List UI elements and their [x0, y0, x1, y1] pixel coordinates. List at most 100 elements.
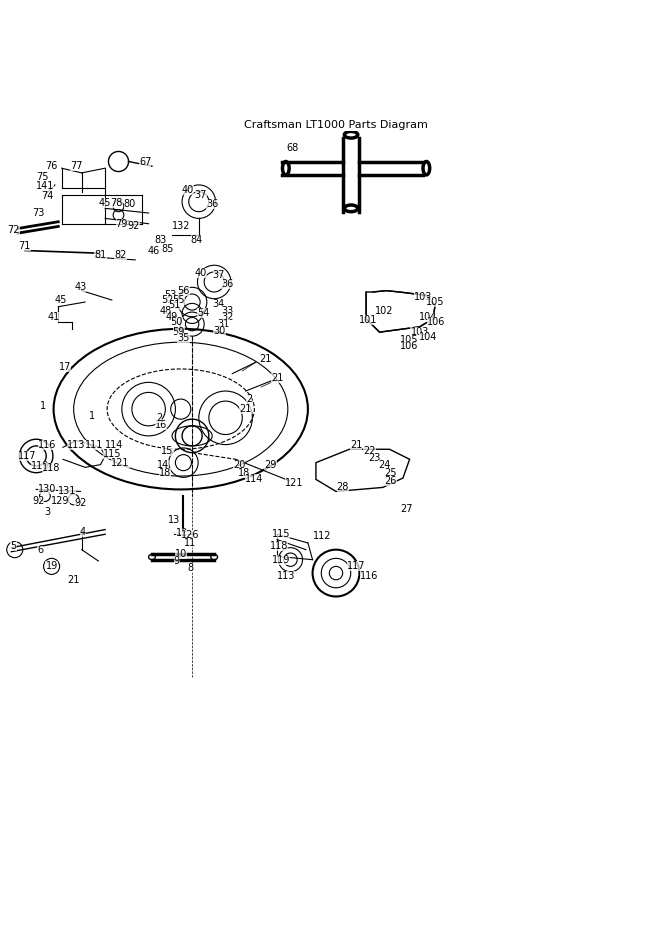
Text: 4: 4: [80, 527, 86, 537]
Text: 114: 114: [105, 440, 123, 449]
Text: 67: 67: [139, 157, 151, 167]
Text: 76: 76: [46, 161, 58, 171]
Text: 14: 14: [157, 459, 169, 470]
Text: 54: 54: [198, 308, 210, 319]
Text: 48: 48: [159, 306, 171, 316]
Text: 28: 28: [337, 483, 349, 492]
Text: 40: 40: [181, 185, 194, 196]
Text: 34: 34: [213, 299, 225, 309]
Text: 83: 83: [155, 235, 167, 245]
Polygon shape: [316, 449, 410, 491]
Text: 50: 50: [171, 317, 183, 327]
Text: 80: 80: [124, 199, 136, 209]
Text: 29: 29: [264, 459, 277, 470]
Text: 105: 105: [426, 297, 444, 307]
Text: 36: 36: [222, 279, 234, 289]
Text: 103: 103: [411, 327, 429, 337]
Text: 13: 13: [168, 514, 180, 525]
Text: 25: 25: [384, 468, 397, 478]
Text: 21: 21: [67, 575, 80, 584]
Text: 17: 17: [58, 362, 71, 372]
Text: 103: 103: [414, 293, 432, 302]
Text: 117: 117: [17, 451, 36, 461]
Text: 9: 9: [173, 556, 180, 566]
Text: 81: 81: [94, 250, 107, 260]
Text: 46: 46: [148, 245, 160, 255]
Text: 77: 77: [70, 161, 83, 171]
Text: 113: 113: [277, 571, 295, 582]
Text: 20: 20: [233, 459, 245, 470]
Text: 74: 74: [41, 191, 53, 200]
Text: 92: 92: [74, 498, 87, 508]
Text: 141: 141: [36, 181, 54, 191]
Text: 113: 113: [67, 440, 85, 449]
Text: 5: 5: [10, 541, 17, 552]
Text: 40: 40: [195, 268, 207, 279]
Text: 3: 3: [44, 506, 50, 516]
Text: 56: 56: [177, 286, 190, 295]
Text: 59: 59: [173, 327, 185, 337]
Text: 132: 132: [171, 222, 190, 231]
Text: 115: 115: [103, 449, 121, 459]
Text: 19: 19: [46, 561, 58, 571]
Text: 75: 75: [37, 171, 49, 182]
Text: Craftsman LT1000 Parts Diagram: Craftsman LT1000 Parts Diagram: [244, 120, 428, 130]
Text: 129: 129: [51, 496, 69, 506]
Text: 112: 112: [313, 531, 332, 541]
Text: 32: 32: [221, 312, 234, 322]
Text: 10: 10: [175, 549, 187, 559]
Text: 24: 24: [378, 459, 390, 470]
Text: 30: 30: [214, 326, 226, 336]
Text: 35: 35: [177, 333, 190, 342]
Text: 79: 79: [116, 219, 128, 228]
Text: 31: 31: [218, 319, 230, 329]
Text: 131: 131: [58, 487, 76, 497]
Text: 15: 15: [161, 446, 173, 457]
Text: 45: 45: [54, 295, 67, 305]
Text: 116: 116: [38, 440, 56, 449]
Text: 119: 119: [272, 555, 290, 565]
Text: 21: 21: [239, 404, 252, 414]
Text: 11: 11: [184, 538, 196, 548]
Text: 130: 130: [38, 485, 56, 494]
Text: 12: 12: [176, 528, 188, 538]
Text: 106: 106: [401, 340, 419, 350]
Text: 22: 22: [363, 446, 376, 457]
Text: 33: 33: [222, 306, 234, 316]
Text: 117: 117: [347, 561, 366, 571]
Text: 51: 51: [168, 300, 180, 310]
Text: 18: 18: [237, 468, 250, 478]
Text: 1: 1: [89, 411, 95, 421]
Text: 2: 2: [246, 394, 252, 404]
Text: 27: 27: [400, 504, 413, 514]
Text: 101: 101: [359, 315, 377, 325]
Text: 84: 84: [191, 235, 203, 245]
Text: 116: 116: [360, 571, 378, 582]
Text: 92: 92: [32, 496, 44, 506]
Text: 1: 1: [40, 401, 46, 411]
Text: 43: 43: [74, 281, 87, 292]
Text: 53: 53: [164, 291, 176, 300]
Text: 73: 73: [32, 208, 44, 218]
Text: 105: 105: [401, 336, 419, 345]
Text: 52: 52: [161, 295, 173, 305]
Text: 2: 2: [156, 413, 163, 423]
Text: 85: 85: [161, 243, 173, 254]
Text: 119: 119: [31, 461, 49, 471]
Text: 111: 111: [85, 440, 103, 449]
Text: 92: 92: [128, 222, 140, 231]
Text: 21: 21: [350, 440, 362, 449]
Text: 23: 23: [369, 453, 381, 463]
Text: 6: 6: [37, 545, 43, 555]
Text: 102: 102: [375, 306, 393, 316]
Text: 82: 82: [114, 250, 127, 260]
Text: 104: 104: [419, 312, 437, 322]
Text: 36: 36: [206, 199, 218, 209]
Text: 21: 21: [259, 354, 272, 363]
Text: 126: 126: [181, 530, 200, 540]
Text: 49: 49: [166, 312, 178, 322]
Text: 121: 121: [112, 458, 130, 468]
Text: 71: 71: [19, 241, 31, 252]
Text: 55: 55: [173, 295, 185, 305]
Text: 41: 41: [48, 312, 60, 322]
